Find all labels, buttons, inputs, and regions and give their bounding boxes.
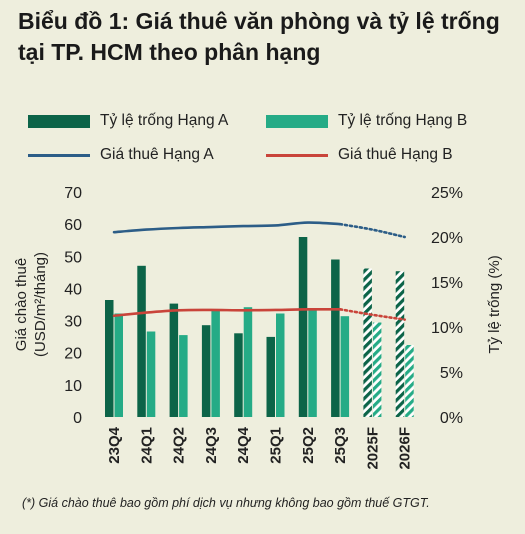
lines-group xyxy=(112,221,406,321)
legend-swatch-rent-a xyxy=(28,153,90,157)
y-tick-label: 30 xyxy=(64,314,82,331)
legend-item-rent-b: Giá thuê Hạng B xyxy=(266,146,453,164)
y2-tick-label: 0% xyxy=(440,410,463,427)
x-tick-label: 25Q1 xyxy=(268,427,285,464)
bar-vacancy-a xyxy=(201,325,211,417)
bar-vacancy-a xyxy=(137,265,146,417)
bar-vacancy-b xyxy=(372,322,382,417)
bar-vacancy-b xyxy=(276,313,285,417)
y-tick-label: 50 xyxy=(64,249,82,266)
y2-tick-label: 20% xyxy=(431,230,463,247)
y-axis-title-line: (USD/m²/tháng) xyxy=(32,252,49,357)
legend-item-vacancy-b: Tỷ lệ trống Hạng B xyxy=(266,112,467,130)
y2-axis-title: Tỷ lệ trống (%) xyxy=(486,255,503,353)
legend-swatch-rent-b xyxy=(266,153,328,157)
y-tick-label: 10 xyxy=(64,378,82,395)
bar-vacancy-b xyxy=(405,345,414,417)
x-tick-label: 24Q2 xyxy=(171,427,188,464)
axes-group: 0 10 20 30 40 50 60 70 0% 5% 10% 15% 20% 25% Giá chào … xyxy=(13,185,503,470)
y-tick-label: 20 xyxy=(64,346,82,363)
y2-tick-label: 5% xyxy=(440,365,463,382)
bars-group xyxy=(105,237,414,417)
chart-title: Biểu đồ 1: Giá thuê văn phòng và tỷ lệ t… xyxy=(18,8,500,65)
bar-vacancy-b xyxy=(114,313,123,417)
rent-a-forecast-line xyxy=(338,222,406,239)
legend-label-vacancy-a: Tỷ lệ trống Hạng A xyxy=(100,112,229,129)
legend-swatch-vacancy-b xyxy=(266,114,328,128)
footnote: (*) Giá chào thuê bao gồm phí dịch vụ nh… xyxy=(22,496,430,510)
y2-tick-label: 15% xyxy=(431,275,463,292)
x-tick-label: 24Q4 xyxy=(235,426,252,463)
x-tick-label: 24Q1 xyxy=(138,427,155,464)
x-tick-label: 24Q3 xyxy=(203,427,220,464)
bar-vacancy-a xyxy=(298,237,308,417)
bar-vacancy-b xyxy=(308,309,317,417)
legend-item-vacancy-a: Tỷ lệ trống Hạng A xyxy=(28,112,228,130)
legend-label-rent-a: Giá thuê Hạng A xyxy=(100,146,214,163)
chart-plot: 0 10 20 30 40 50 60 70 0% 5% 10% 15% 20% 25% Giá chào … xyxy=(13,185,503,470)
bar-vacancy-a xyxy=(266,336,275,417)
rent-a-line xyxy=(112,221,342,234)
bar-vacancy-b xyxy=(179,335,188,417)
y-axis-title: Giá chào thuê (USD/m²/tháng) xyxy=(13,252,49,357)
bar-vacancy-b xyxy=(340,316,350,417)
bar-vacancy-b xyxy=(211,309,220,417)
legend-label-vacancy-b: Tỷ lệ trống Hạng B xyxy=(338,112,468,129)
x-tick-label: 25Q3 xyxy=(332,427,349,464)
legend-label-rent-b: Giá thuê Hạng B xyxy=(338,146,453,163)
y2-tick-label: 25% xyxy=(431,185,463,202)
bar-vacancy-a xyxy=(331,259,340,417)
rent-b-forecast-line xyxy=(338,308,406,321)
y-tick-label: 0 xyxy=(73,410,82,427)
bar-vacancy-a xyxy=(169,303,179,417)
x-tick-label: 2025F xyxy=(364,427,381,470)
y-tick-label: 60 xyxy=(64,217,82,234)
bar-vacancy-a xyxy=(395,271,405,417)
x-tick-label: 23Q4 xyxy=(106,426,123,463)
legend-item-rent-a: Giá thuê Hạng A xyxy=(28,146,214,164)
bar-vacancy-b xyxy=(146,331,156,417)
y-tick-label: 70 xyxy=(64,185,82,202)
bar-vacancy-a xyxy=(363,268,372,417)
bar-vacancy-a xyxy=(234,333,243,417)
bar-vacancy-b xyxy=(243,307,253,417)
y-axis-title-line: Giá chào thuê xyxy=(13,258,30,351)
rent-b-line xyxy=(112,307,342,318)
x-tick-label: 2026F xyxy=(397,427,414,470)
y-tick-label: 40 xyxy=(64,281,82,298)
y2-tick-label: 10% xyxy=(431,320,463,337)
legend-swatch-vacancy-a xyxy=(28,114,90,128)
legend: Tỷ lệ trống Hạng A Tỷ lệ trống Hạng B Gi… xyxy=(28,112,518,172)
x-tick-label: 25Q2 xyxy=(300,427,317,464)
bar-vacancy-a xyxy=(105,300,114,417)
